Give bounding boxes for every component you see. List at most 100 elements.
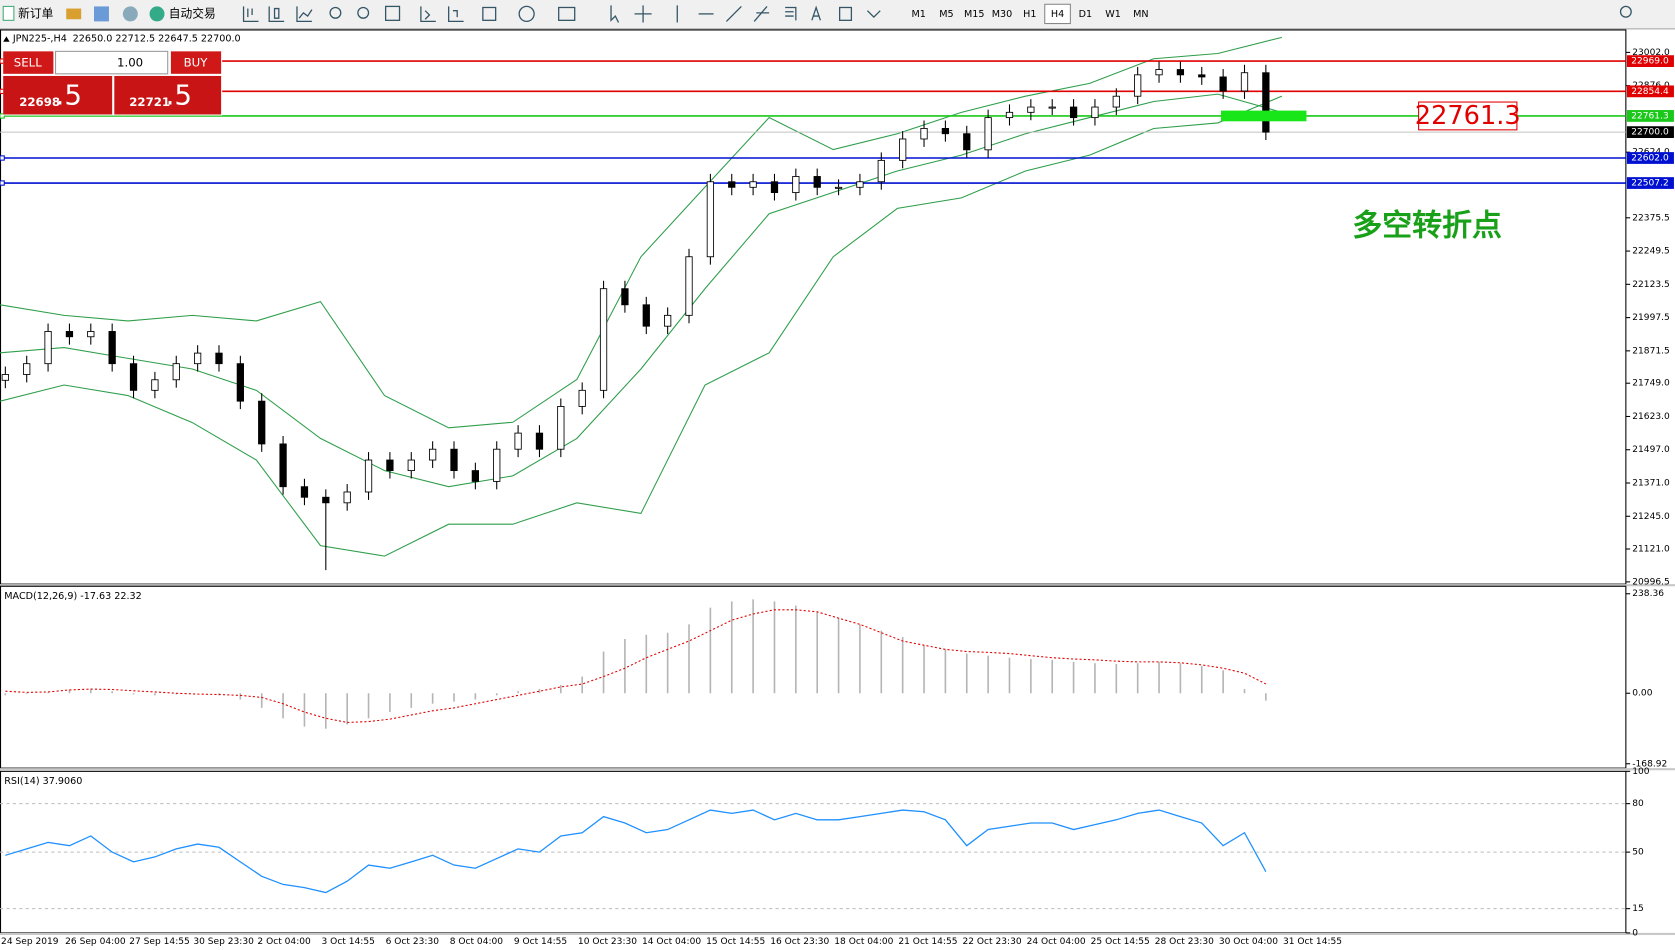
candle-body [172,363,180,381]
macd-bar [239,693,242,700]
macd-bar [602,651,605,694]
y-tick-label: 21997.5 [1632,313,1670,323]
annotation-text: 22761.3 [1415,101,1521,131]
macd-bar [795,605,797,694]
lot-value[interactable]: 1.00 [117,56,143,70]
macd-bar [923,645,925,694]
tile-icon[interactable] [384,5,401,21]
x-tick-label: 6 Oct 23:30 [386,937,440,947]
ask-main[interactable]: 22721 [129,95,170,109]
timeframe-button[interactable]: MN [1133,9,1148,20]
label-icon[interactable] [838,6,853,21]
shift-icon[interactable] [448,6,464,23]
buy-button[interactable] [170,51,222,74]
timeframe-button[interactable]: D1 [1079,9,1093,20]
search-icon[interactable] [1619,5,1632,18]
macd-bar [880,630,883,694]
zoom-out-icon[interactable] [357,6,370,19]
icon[interactable] [94,6,109,22]
candle-body [87,331,95,338]
x-tick-label: 25 Oct 14:55 [1091,937,1150,947]
candle-icon[interactable] [268,6,285,23]
sell-label[interactable]: SELL [14,56,42,70]
lot-input[interactable] [55,50,169,75]
candle-body [151,379,159,391]
crosshair-icon[interactable] [634,5,652,23]
bid-main[interactable]: 22698 [19,95,60,109]
timeframe-button[interactable]: M5 [939,9,953,20]
timeframe-button[interactable]: H4 [1051,9,1064,20]
period-icon[interactable] [518,5,535,23]
candle-body [578,389,586,407]
candle-body [300,486,309,498]
candle-body [450,448,458,472]
candle-body [856,181,864,188]
x-tick-label: 21 Oct 14:55 [898,937,957,947]
candle-body [706,181,715,258]
sell-button[interactable] [3,51,54,74]
x-tick-label: 27 Sep 14:55 [129,937,190,947]
y-tick-label: 21245.0 [1632,512,1670,522]
bollinger-middle [0,93,1283,488]
macd-bar [560,684,562,694]
channel-icon[interactable] [753,6,770,22]
indicator-icon[interactable] [482,6,497,21]
macd-bar [816,611,819,694]
candle-body [193,352,202,365]
y-tick-label: 0 [1632,928,1638,938]
zoom-in-icon[interactable] [329,6,342,19]
candle-body [557,406,565,450]
toolbar: 新订单 自动交易 [2,3,1632,25]
trendline-icon[interactable] [725,5,742,22]
candle-body [1134,74,1142,97]
new-order-icon[interactable] [2,5,15,21]
x-tick-label: 15 Oct 14:55 [706,937,765,947]
price-label-bg [1626,55,1674,67]
price-label: 22969.0 [1631,57,1669,67]
line-icon[interactable] [296,6,313,23]
candle-body [792,176,800,194]
candle-body [514,432,522,450]
icon[interactable] [122,6,138,22]
macd-bar [538,689,541,694]
cursor-icon[interactable] [610,5,620,23]
autotrade-icon[interactable] [149,6,165,22]
active-timeframe[interactable] [1044,3,1071,25]
fibo-icon[interactable] [785,6,797,21]
pivot-zone [1220,110,1307,122]
scroll-icon[interactable] [420,6,436,23]
arrow-icon[interactable] [866,10,881,19]
candle-body [65,331,74,338]
autotrade-button[interactable]: 自动交易 [169,6,216,20]
ask-box[interactable] [114,75,222,115]
ask-fraction[interactable]: .5 [166,78,192,111]
timeframe-button[interactable]: M1 [911,9,925,20]
timeframe-button[interactable]: M30 [992,9,1013,20]
bar-chart-icon[interactable] [242,6,259,23]
macd-bar [1222,670,1224,694]
new-order-button[interactable]: 新订单 [18,6,53,20]
macd-bar [367,693,370,719]
candle-body [364,459,373,493]
candle-body [429,448,437,461]
chart-title: JPN225-,H4 [12,34,67,45]
buy-label[interactable]: BUY [184,56,209,70]
timeframe-button[interactable]: W1 [1105,9,1121,20]
bid-box[interactable] [3,75,113,115]
candle-body [108,331,116,365]
icon[interactable] [66,8,82,20]
macd-bar [1072,661,1075,694]
candle-body [493,448,501,482]
macd-bar [25,693,28,695]
candle-body [1091,106,1099,119]
chart-area: 23002.022876.022624.022375.522249.522123… [0,29,1675,947]
candle-body [770,181,779,194]
template-icon[interactable] [558,6,576,21]
price-label: 22854.4 [1631,87,1669,97]
bid-fraction[interactable]: .5 [56,78,82,111]
panel-frame [0,585,1627,769]
timeframe-button[interactable]: M15 [964,9,985,20]
text-icon[interactable] [811,5,822,21]
timeframe-button[interactable]: H1 [1023,9,1036,20]
